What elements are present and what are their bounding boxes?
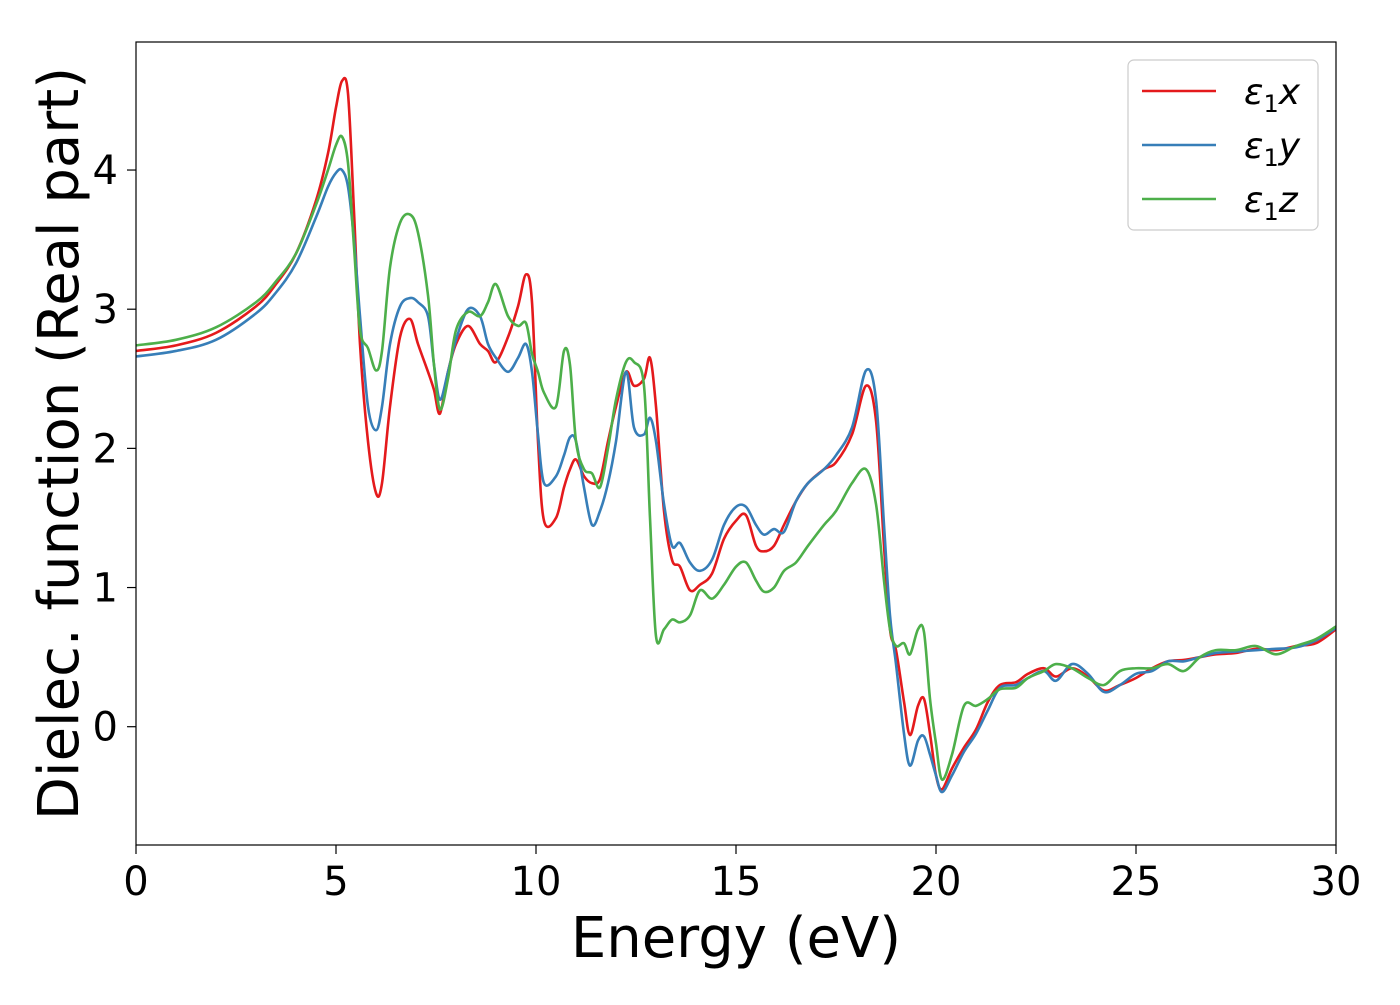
x-tick-label: 5: [323, 859, 348, 905]
series-line-x: [136, 76, 1336, 791]
series-line-z: [136, 134, 1336, 781]
y-axis: 0 1 2 3 4: [93, 148, 136, 751]
y-tick-label: 2: [93, 426, 118, 472]
y-tick-label: 0: [93, 705, 118, 751]
series-line-y: [136, 167, 1336, 794]
x-axis-label: Energy (eV): [571, 906, 901, 971]
x-tick-label: 30: [1311, 859, 1362, 905]
legend-box: [1127, 59, 1319, 231]
y-axis-label: Dielec. function (Real part): [27, 67, 92, 820]
x-tick-label: 20: [911, 859, 962, 905]
legend-entry-z: ε1z: [1244, 180, 1299, 226]
y-tick-label: 4: [93, 148, 118, 194]
y-tick-label: 3: [93, 287, 118, 333]
legend-entry-x: ε1x: [1244, 72, 1301, 118]
x-tick-label: 10: [511, 859, 562, 905]
x-tick-label: 25: [1111, 859, 1162, 905]
legend: ε1x ε1y ε1z: [1127, 59, 1319, 231]
x-tick-label: 0: [123, 859, 148, 905]
y-tick-label: 1: [93, 566, 118, 612]
x-tick-label: 15: [711, 859, 762, 905]
x-axis: 0 5 10 15 20 25 30: [123, 845, 1361, 905]
legend-entry-y: ε1y: [1244, 126, 1301, 172]
plot-lines: [136, 76, 1336, 794]
